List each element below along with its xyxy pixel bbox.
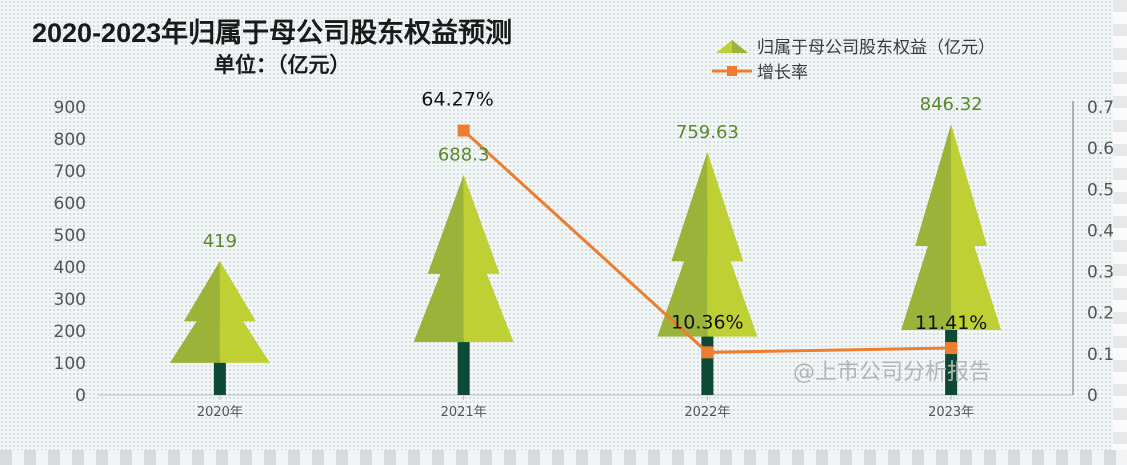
legend: 归属于母公司股东权益（亿元） 增长率 bbox=[712, 38, 995, 83]
bar-value-label: 419 bbox=[203, 231, 237, 252]
growth-line-marker bbox=[701, 346, 714, 359]
bar-tree bbox=[169, 260, 270, 395]
bar-tree-trunk bbox=[213, 358, 226, 395]
bar-tree-trunk bbox=[701, 332, 714, 395]
y-right-tick-label: 0.3 bbox=[1087, 263, 1114, 283]
growth-value-label: 11.41% bbox=[915, 312, 987, 334]
growth-line-layer bbox=[457, 124, 958, 359]
y-left-tick-label: 100 bbox=[54, 354, 86, 374]
y-left-tick-label: 500 bbox=[54, 226, 86, 246]
growth-value-label: 10.36% bbox=[671, 311, 743, 333]
bar-tree-upper-right bbox=[707, 151, 744, 262]
legend-tree-icon bbox=[716, 40, 748, 53]
bar-tree-trunk bbox=[457, 338, 470, 395]
bar-tree-upper-left bbox=[183, 260, 220, 322]
y-left-tick-label: 700 bbox=[54, 162, 86, 182]
trees-layer bbox=[169, 124, 1002, 395]
x-tick-label: 2023年 bbox=[928, 405, 974, 420]
growth-line-marker bbox=[945, 342, 958, 355]
growth-value-label: 64.27% bbox=[421, 89, 493, 111]
bar-tree bbox=[657, 151, 758, 395]
bar-tree-upper-right bbox=[951, 124, 988, 247]
x-tick-label: 2020年 bbox=[197, 405, 243, 420]
bar-tree-lower-left bbox=[169, 285, 220, 363]
y-left-tick-label: 800 bbox=[54, 130, 86, 150]
y-left-tick-label: 0 bbox=[75, 386, 86, 406]
bar-tree-upper-right bbox=[463, 174, 500, 274]
y-right-tick-label: 0.7 bbox=[1087, 98, 1114, 118]
legend-label-growth: 增长率 bbox=[757, 63, 808, 83]
bottom-edge-strip bbox=[0, 450, 1127, 465]
bar-value-label: 846.32 bbox=[920, 94, 983, 115]
bar-value-label: 759.63 bbox=[676, 122, 739, 143]
watermark: @上市公司分析报告 bbox=[793, 360, 991, 385]
bar-value-label: 688.3 bbox=[438, 145, 490, 166]
y-left-tick-label: 200 bbox=[54, 322, 86, 342]
y-left-tick-label: 400 bbox=[54, 258, 86, 278]
chart-subtitle: 单位：（亿元） bbox=[214, 53, 351, 77]
right-edge-strip bbox=[1113, 0, 1127, 450]
x-tick-label: 2022年 bbox=[684, 405, 730, 420]
bar-tree-upper-left bbox=[915, 124, 952, 247]
y-right-tick-label: 0.5 bbox=[1087, 180, 1114, 200]
bar-tree-upper-left bbox=[671, 151, 708, 262]
bar-tree-lower-right bbox=[219, 285, 270, 363]
y-right-tick-label: 0.6 bbox=[1087, 139, 1114, 159]
y-left-tick-label: 600 bbox=[54, 194, 86, 214]
data-labels-layer: 419 688.3 759.63 846.32 64.27% 10.36% 11.41% bbox=[203, 89, 988, 334]
chart-title: 2020-2023年归属于母公司股东权益预测 bbox=[32, 17, 512, 48]
axes-layer: 0 100 200 300 400 500 600 700 800 900 0 0.1 0.2 0.3 0.… bbox=[54, 98, 1115, 420]
legend-label-equity: 归属于母公司股东权益（亿元） bbox=[757, 38, 995, 58]
x-tick-label: 2021年 bbox=[441, 405, 487, 420]
growth-line-marker bbox=[457, 124, 470, 137]
y-right-tick-label: 0 bbox=[1087, 386, 1098, 406]
bar-tree-upper-right bbox=[219, 260, 256, 322]
y-left-tick-label: 900 bbox=[54, 98, 86, 118]
y-right-tick-label: 0.2 bbox=[1087, 304, 1114, 324]
bar-tree bbox=[413, 174, 514, 395]
y-left-tick-label: 300 bbox=[54, 290, 86, 310]
y-right-tick-label: 0.4 bbox=[1087, 221, 1114, 241]
bar-tree-upper-left bbox=[427, 174, 464, 274]
bar-tree bbox=[901, 124, 1002, 395]
legend-line-marker bbox=[727, 66, 737, 76]
y-right-tick-label: 0.1 bbox=[1087, 345, 1114, 365]
